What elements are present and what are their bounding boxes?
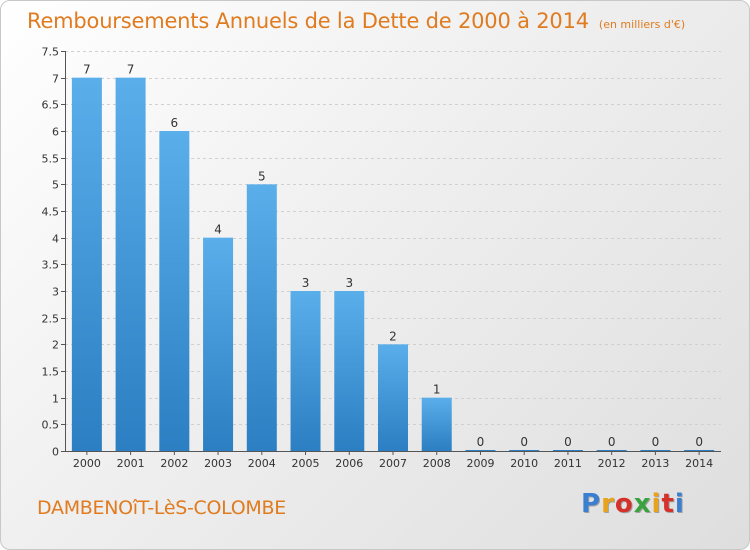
y-tick-label: 4 xyxy=(52,233,59,246)
y-tick-label: 1.5 xyxy=(42,366,60,379)
y-tick-label: 6 xyxy=(52,126,59,139)
bar-2001 xyxy=(115,77,146,452)
logo-letter: t xyxy=(661,489,675,519)
bar-2006 xyxy=(334,291,365,451)
logo-letter: o xyxy=(614,489,634,519)
x-tick-label-2004: 2004 xyxy=(248,457,276,470)
y-tick-label: 0.5 xyxy=(42,419,60,432)
y-tick-label: 1 xyxy=(52,393,59,406)
bar-2000 xyxy=(71,77,102,452)
chart-title: Remboursements Annuels de la Dette de 20… xyxy=(27,9,686,33)
x-tick-label-2001: 2001 xyxy=(117,457,145,470)
bar-2002 xyxy=(159,131,190,451)
y-tick-label: 0 xyxy=(52,446,59,459)
x-tick-label-2012: 2012 xyxy=(598,457,626,470)
x-tick-label-2003: 2003 xyxy=(204,457,232,470)
bar-2010 xyxy=(509,450,540,451)
data-label-2013: 0 xyxy=(652,435,660,449)
data-label-2000: 7 xyxy=(83,63,91,77)
x-tick-label-2010: 2010 xyxy=(510,457,538,470)
logo-letter: r xyxy=(601,489,615,519)
y-tick-label: 2 xyxy=(52,339,59,352)
data-label-2008: 1 xyxy=(433,383,441,397)
x-tick-label-2005: 2005 xyxy=(292,457,320,470)
x-tick-label-2007: 2007 xyxy=(379,457,407,470)
proxiti-logo: Proxiti xyxy=(581,489,685,519)
x-tick-label-2009: 2009 xyxy=(466,457,494,470)
x-tick-label-2014: 2014 xyxy=(685,457,713,470)
data-label-2009: 0 xyxy=(477,435,485,449)
y-tick-label: 4.5 xyxy=(42,206,60,219)
x-tick-label-2000: 2000 xyxy=(73,457,101,470)
data-label-2001: 7 xyxy=(127,63,135,77)
bars xyxy=(71,77,715,452)
data-label-2004: 5 xyxy=(258,169,266,183)
y-tick-label: 5.5 xyxy=(42,153,60,166)
y-tick-label: 6.5 xyxy=(42,99,60,112)
y-tick-label: 5 xyxy=(52,179,59,192)
logo-letter: P xyxy=(581,489,602,519)
x-tick-label-2008: 2008 xyxy=(423,457,451,470)
y-tick-label: 3 xyxy=(52,286,59,299)
bar-2008 xyxy=(421,397,452,451)
x-tick-label-2006: 2006 xyxy=(335,457,363,470)
axes: 0 0.5 1 1.5 2 2.5 3 3.5 4 4.5 5 5.5 6 6.5 7 7.5 xyxy=(42,46,721,459)
y-tick-label: 7.5 xyxy=(42,46,60,59)
data-label-2007: 2 xyxy=(389,329,397,343)
data-label-2006: 3 xyxy=(345,276,353,290)
bar-2004 xyxy=(246,184,277,452)
logo-letter: x xyxy=(633,489,652,519)
chart-subtitle: (en milliers d'€) xyxy=(598,18,686,31)
bar-2005 xyxy=(290,291,321,451)
bar-2003 xyxy=(203,237,234,451)
bar-2009 xyxy=(465,450,496,451)
logo-letter: i xyxy=(651,489,662,519)
y-tick-label: 3.5 xyxy=(42,259,60,272)
data-label-2011: 0 xyxy=(564,435,572,449)
bar-2014 xyxy=(684,450,715,451)
bar-2013 xyxy=(640,450,671,451)
labels: 2000720017200262003420045200532006320072… xyxy=(73,63,713,470)
bar-2007 xyxy=(378,344,408,451)
x-tick-label-2011: 2011 xyxy=(554,457,582,470)
x-tick-label-2002: 2002 xyxy=(160,457,188,470)
y-tick-label: 2.5 xyxy=(42,313,60,326)
y-tick-label: 7 xyxy=(52,73,59,86)
data-label-2005: 3 xyxy=(302,276,310,290)
commune-name: DAMBENOîT-LèS-COLOMBE xyxy=(37,497,286,519)
data-label-2002: 6 xyxy=(171,116,179,130)
data-label-2003: 4 xyxy=(214,223,222,237)
data-label-2014: 0 xyxy=(695,435,703,449)
logo-letter: i xyxy=(674,489,685,519)
bar-2012 xyxy=(596,450,627,451)
data-label-2010: 0 xyxy=(520,435,528,449)
bar-2011 xyxy=(552,450,583,451)
data-label-2012: 0 xyxy=(608,435,616,449)
x-tick-label-2013: 2013 xyxy=(641,457,669,470)
